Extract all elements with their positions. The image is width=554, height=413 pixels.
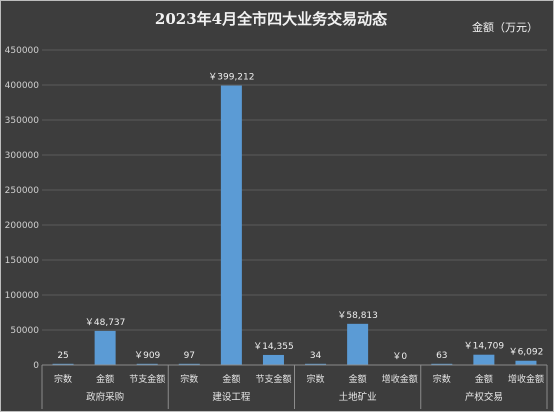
category-label: 金额: [222, 373, 240, 385]
y-tick-label: 0: [33, 361, 39, 371]
data-label: ￥0: [392, 352, 407, 362]
group-label: 产权交易: [465, 391, 503, 403]
bar: [94, 330, 116, 365]
bar: [515, 360, 537, 365]
group-label: 建设工程: [212, 391, 251, 403]
y-axis-ticks: 0 50000 100000 150000 200000 250000 300000 3500…: [5, 46, 40, 371]
category-label: 金额: [349, 373, 367, 385]
y-tick-label: 100000: [5, 291, 40, 301]
data-label: 97: [184, 351, 195, 361]
bar: [347, 323, 369, 365]
bar: [178, 363, 200, 365]
bar: [305, 363, 327, 365]
bar: [136, 363, 158, 365]
category-label: 金额: [96, 373, 114, 385]
y-tick-label: 50000: [10, 326, 39, 336]
y-tick-label: 400000: [5, 81, 40, 91]
data-label: ￥909: [134, 351, 160, 361]
y-tick-label: 300000: [5, 151, 40, 161]
category-label: 宗数: [54, 373, 72, 385]
category-label: 金额: [475, 373, 493, 385]
y-tick-label: 150000: [5, 256, 40, 266]
category-label: 增收金额: [382, 373, 418, 385]
data-label: 25: [57, 351, 68, 361]
group-label: 土地矿业: [339, 391, 377, 403]
category-label: 宗数: [433, 373, 451, 385]
y-tick-label: 350000: [5, 116, 40, 126]
bar: [473, 354, 495, 365]
data-label: ￥6,092: [509, 348, 544, 358]
data-label: ￥14,709: [464, 342, 505, 352]
data-label: 34: [310, 351, 322, 361]
bars: [52, 85, 537, 365]
gridlines: [42, 49, 547, 331]
y-tick-label: 200000: [5, 221, 40, 231]
bar: [52, 363, 74, 365]
chart-title: 2023年4月全市四大业务交易动态: [155, 10, 387, 28]
data-label: ￥48,737: [85, 318, 126, 328]
category-label: 增收金额: [508, 373, 544, 385]
bar: [262, 354, 284, 365]
bar: [431, 363, 453, 365]
data-label: ￥399,212: [208, 73, 254, 83]
data-label: 63: [436, 351, 447, 361]
category-label: 宗数: [180, 373, 198, 385]
data-labels: 25 ￥48,737 ￥909 97 ￥399,212 ￥14,355 34 ￥58,813 ￥…: [57, 73, 543, 362]
data-label: ￥58,813: [337, 311, 378, 321]
bar: [220, 85, 242, 365]
category-label: 宗数: [307, 373, 325, 385]
y-tick-label: 250000: [5, 186, 40, 196]
unit-label: 金额（万元）: [472, 20, 538, 34]
group-label: 政府采购: [86, 391, 124, 403]
data-label: ￥14,355: [253, 342, 294, 352]
category-label: 节支金额: [255, 373, 291, 385]
category-label: 节支金额: [129, 373, 165, 385]
y-tick-label: 450000: [5, 46, 40, 56]
